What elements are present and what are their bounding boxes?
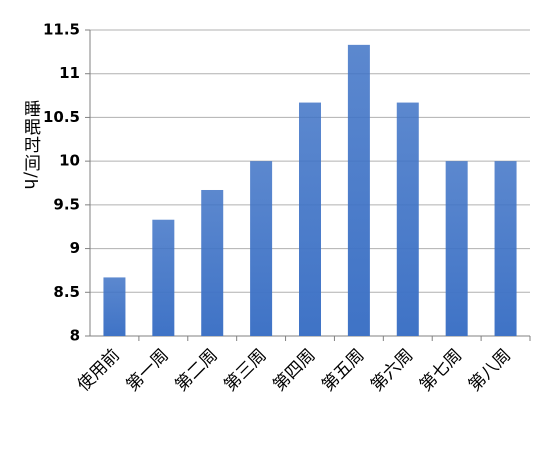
x-tick-label: 第五周 — [318, 345, 368, 395]
y-tick-label: 11.5 — [43, 21, 80, 39]
x-tick-label: 第四周 — [269, 345, 319, 395]
bar — [201, 189, 224, 336]
y-tick-label: 11 — [59, 64, 80, 82]
y-tick-label: 8 — [70, 327, 80, 345]
bar — [299, 102, 321, 337]
y-tick-label: 9.5 — [53, 195, 80, 213]
x-tick-label: 第六周 — [367, 345, 417, 395]
x-tick-label: 第七周 — [416, 345, 466, 395]
bar — [445, 161, 468, 336]
x-tick-label: 第二周 — [172, 345, 222, 395]
x-tick-label: 使用前 — [73, 345, 124, 396]
bar — [396, 102, 419, 337]
bar — [347, 44, 370, 337]
y-tick-label: 10.5 — [43, 108, 80, 126]
y-tick-label: 10 — [59, 152, 80, 170]
bar — [103, 277, 126, 336]
bar — [250, 161, 273, 336]
y-tick-label: 8.5 — [53, 283, 80, 301]
bar — [494, 161, 517, 336]
y-tick-label: 9 — [70, 239, 80, 257]
x-tick-label: 第一周 — [123, 345, 173, 395]
x-tick-label: 第八周 — [465, 345, 515, 395]
bar — [152, 219, 175, 336]
y-axis-title: 睡眠时间/h — [20, 100, 40, 191]
x-tick-label: 第三周 — [220, 345, 270, 395]
